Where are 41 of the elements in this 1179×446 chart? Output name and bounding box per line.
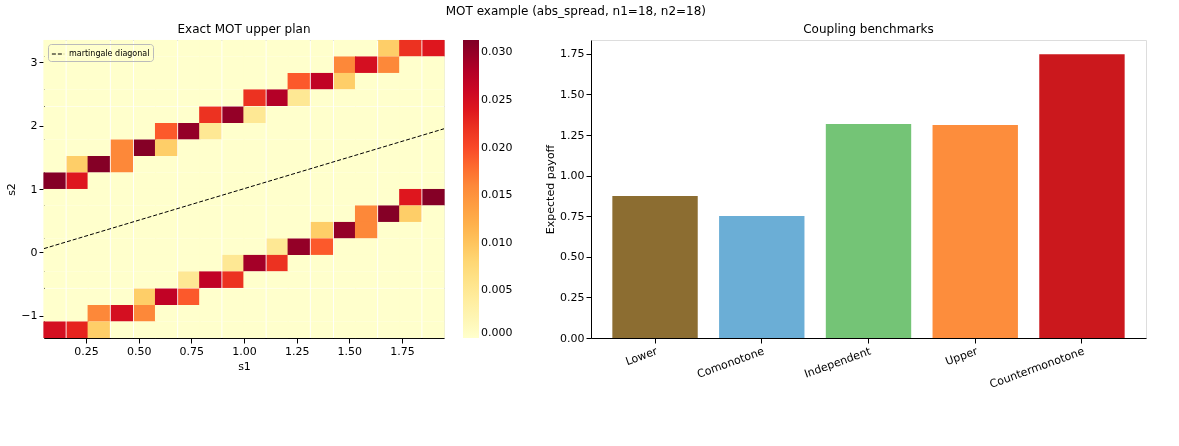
- color-bar-label: 0.000: [481, 326, 513, 339]
- chart-title: Coupling benchmarks: [803, 22, 934, 36]
- color-bar-label: 0.005: [481, 283, 513, 297]
- y-tick-label: 1.25: [560, 128, 585, 142]
- x-tick-label: 1.50: [337, 344, 363, 358]
- y-tick-label: 1.50: [560, 87, 585, 101]
- y-tick-label: 0.50: [560, 250, 585, 264]
- bar: [932, 125, 1018, 338]
- y-tick-label: 2: [30, 119, 38, 133]
- x-axis-title: s1: [238, 359, 251, 373]
- bar: [825, 123, 912, 338]
- x-tick-label: 0.75: [179, 344, 205, 358]
- bar: [612, 195, 698, 338]
- legend-label: martingale diagonal: [69, 49, 150, 58]
- y-axis-title: Expected payoff: [544, 144, 558, 235]
- y-tick-label: 0.75: [560, 209, 585, 223]
- color-bar-label: 0.025: [481, 92, 513, 106]
- y-tick-label: 0: [30, 245, 38, 259]
- y-axis-title: s2: [5, 183, 19, 196]
- y-tick-label: 0.00: [560, 331, 585, 345]
- x-tick-label: Upper: [943, 344, 980, 369]
- y-tick-label: 1.75: [560, 47, 585, 61]
- x-tick-label: 1.75: [390, 344, 415, 358]
- bar: [719, 215, 805, 338]
- y-tick-label: −1: [21, 309, 38, 323]
- y-tick-label: 3: [30, 55, 38, 69]
- x-tick-label: 0.50: [126, 344, 152, 358]
- x-tick-label: Lower: [623, 344, 660, 369]
- color-bar-label: 0.020: [481, 140, 513, 154]
- x-tick-label: 1.00: [232, 344, 257, 358]
- y-tick-label: 0.25: [560, 290, 585, 304]
- y-tick-label: 1: [30, 182, 38, 196]
- chart-title: Exact MOT upper plan: [177, 21, 311, 36]
- x-tick-label: 1.25: [284, 344, 310, 358]
- color-bar-label: 0.030: [481, 45, 513, 59]
- bar: [1039, 54, 1125, 338]
- text: MOT example (abs_spread, n1=18, n2=18): [445, 4, 707, 19]
- color-bar-label: 0.015: [481, 188, 513, 202]
- x-tick-label: 0.25: [74, 344, 99, 358]
- y-tick-label: 1.00: [560, 169, 585, 183]
- color-bar-label: 0.010: [481, 235, 513, 249]
